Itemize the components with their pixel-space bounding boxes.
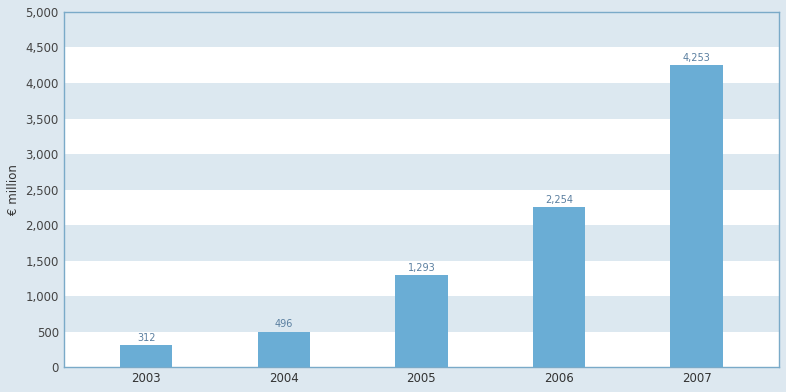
Text: 2,254: 2,254 [545, 194, 573, 205]
Bar [64, 118, 779, 154]
Bar [64, 296, 779, 332]
Bar [120, 345, 172, 367]
Bar [670, 65, 722, 367]
Text: 1,293: 1,293 [407, 263, 435, 273]
Bar [533, 207, 585, 367]
Bar [64, 332, 779, 367]
Bar [395, 275, 447, 367]
Text: 496: 496 [274, 319, 293, 329]
Bar [64, 225, 779, 261]
Text: 312: 312 [137, 332, 156, 343]
Bar [64, 47, 779, 83]
Y-axis label: € million: € million [7, 164, 20, 215]
Bar [64, 83, 779, 118]
Bar [64, 154, 779, 190]
Bar [64, 261, 779, 296]
Bar [258, 332, 310, 367]
Text: 4,253: 4,253 [682, 53, 711, 63]
Bar [64, 190, 779, 225]
Bar [64, 12, 779, 47]
